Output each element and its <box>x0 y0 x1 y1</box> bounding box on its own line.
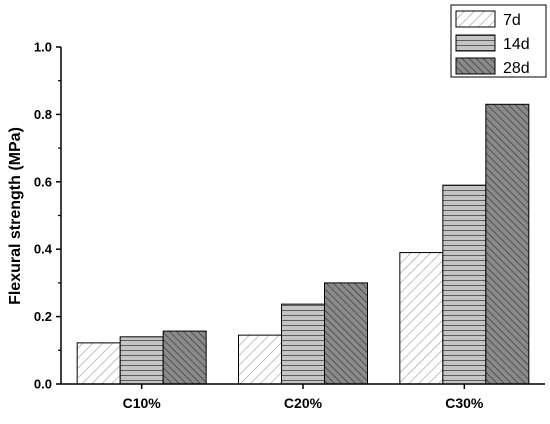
x-category-label: C20% <box>284 395 323 411</box>
y-tick-label: 0.2 <box>34 309 52 324</box>
bar-14d-C10pct <box>119 336 164 385</box>
x-category-label: C10% <box>123 395 162 411</box>
y-tick-label: 0.6 <box>34 174 52 189</box>
y-tick-label: 0.4 <box>34 242 53 257</box>
bar-28d-C20pct <box>324 282 368 385</box>
legend-swatch-28d <box>455 57 496 75</box>
y-tick-label: 0.0 <box>34 377 52 392</box>
y-tick-label: 1.0 <box>34 40 52 55</box>
bar-7d-C30pct <box>399 252 444 385</box>
x-category-label: C30% <box>445 395 484 411</box>
bar-7d-C20pct <box>238 334 282 385</box>
y-tick-label: 0.8 <box>34 107 52 122</box>
bar-14d-C20pct <box>281 303 325 385</box>
legend-label-7d: 7d <box>503 12 521 29</box>
bar-14d-C30pct <box>442 184 487 385</box>
bar-28d-C10pct <box>162 330 207 385</box>
legend: 7d 14d 28d <box>450 4 547 78</box>
bar-28d-C30pct <box>485 103 530 385</box>
y-axis-title: Flexural strength (MPa) <box>7 127 24 305</box>
legend-label-28d: 28d <box>503 60 530 77</box>
legend-swatch-14d <box>455 34 496 52</box>
legend-label-14d: 14d <box>503 36 530 53</box>
bar-7d-C10pct <box>76 342 121 385</box>
legend-swatch-7d <box>455 10 496 28</box>
